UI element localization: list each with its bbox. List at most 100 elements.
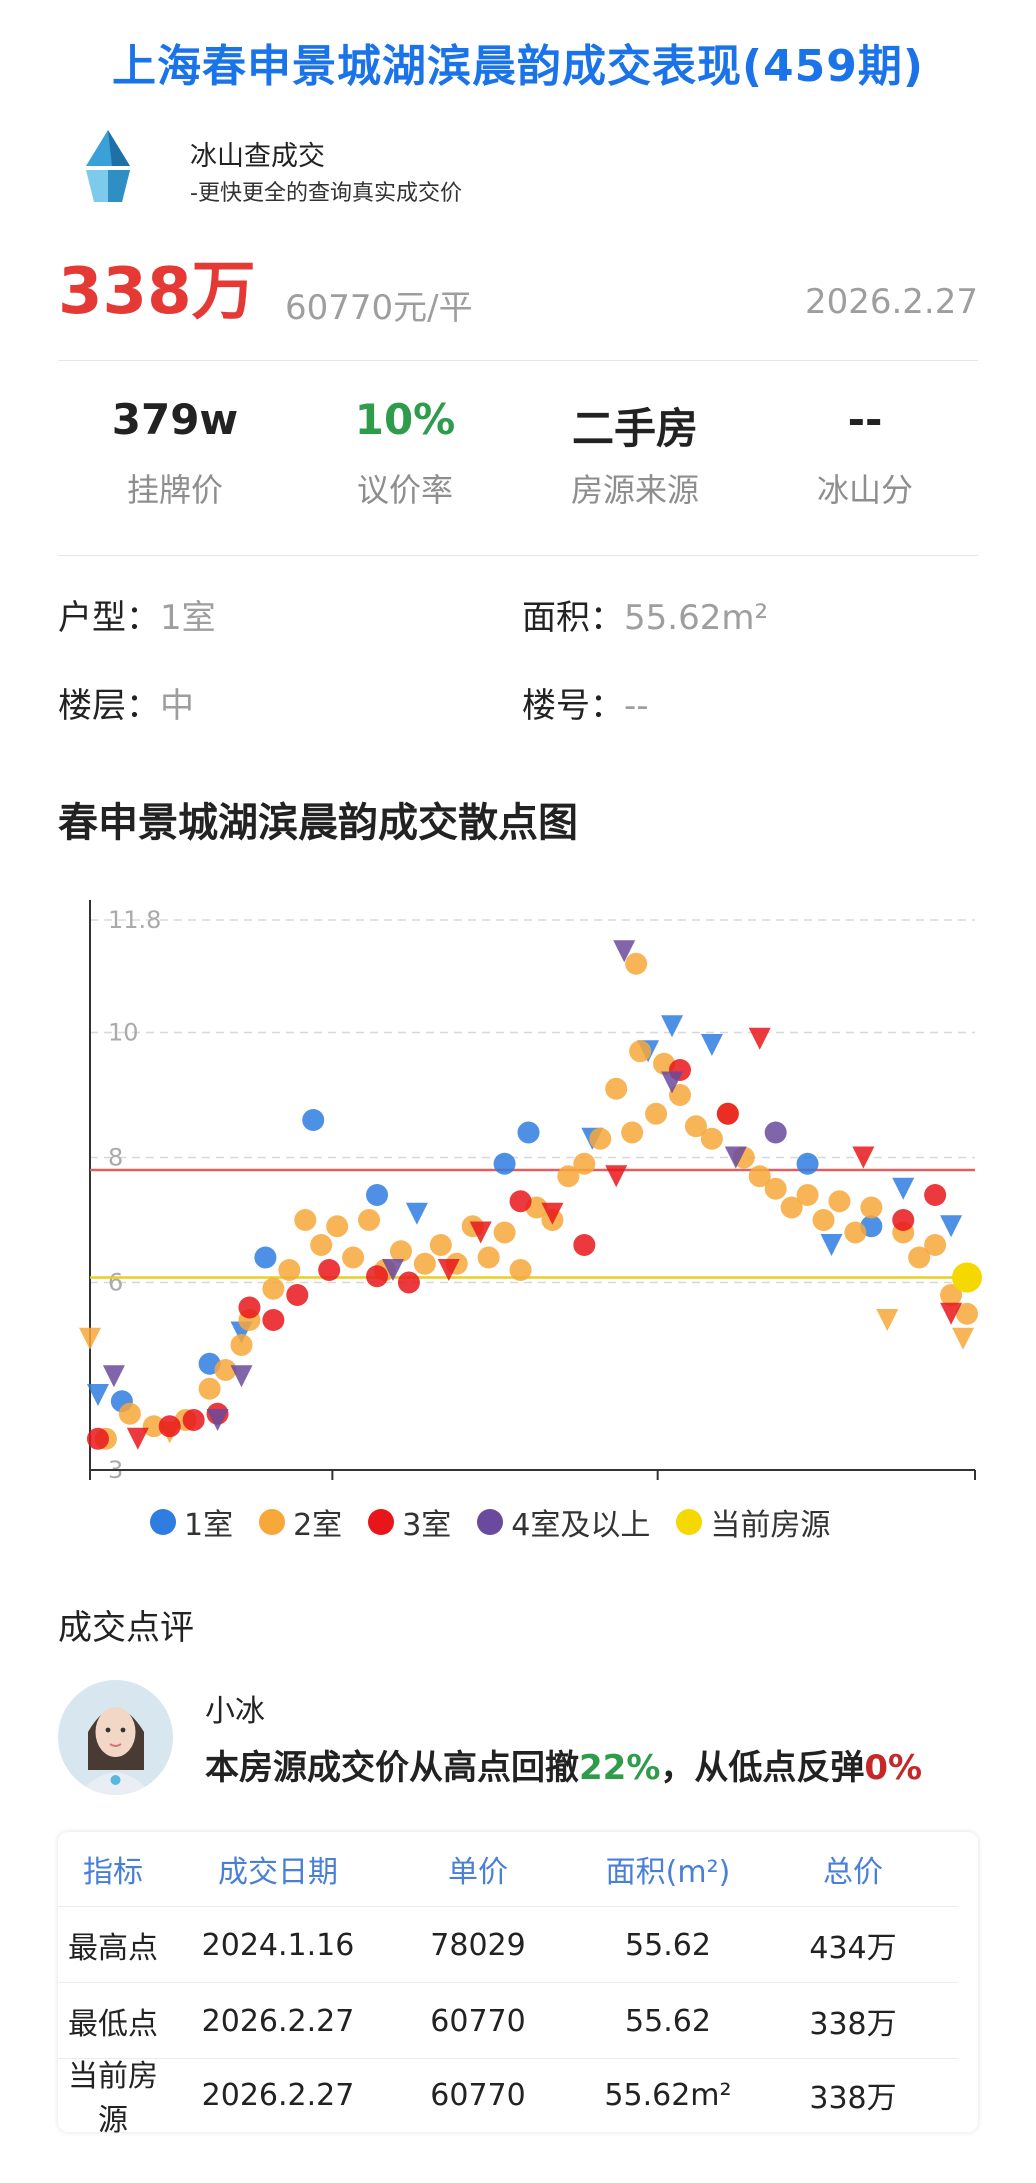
data-point <box>828 1190 851 1213</box>
legend-dot-icon <box>150 1509 176 1535</box>
data-point <box>892 1209 915 1231</box>
stat-label: 挂牌价 <box>126 471 223 509</box>
table-cell: 60770 <box>430 2077 526 2113</box>
data-point <box>613 940 636 963</box>
legend-dot-icon <box>676 1509 703 1535</box>
table-header-cell: 指标 <box>83 1855 143 1890</box>
data-point <box>952 1327 975 1350</box>
data-point <box>605 1165 628 1188</box>
scatter-chart: 11.81086315-01-112018-01-162022-02-12202… <box>79 900 983 1484</box>
data-point <box>429 1234 452 1256</box>
legend-dot-icon <box>368 1509 395 1535</box>
data-point <box>940 1302 963 1325</box>
data-point <box>940 1284 963 1306</box>
data-point <box>952 1262 983 1293</box>
unit-price: 60770元/平 <box>285 288 473 328</box>
data-point <box>860 1196 883 1219</box>
data-point <box>796 1184 819 1206</box>
row-divider <box>58 1906 958 1907</box>
data-point <box>621 1121 644 1144</box>
legend-dot-icon <box>259 1509 286 1535</box>
data-point <box>541 1202 564 1225</box>
data-point <box>198 1377 221 1400</box>
data-point <box>820 1234 843 1256</box>
chart-legend: 1室 2室 3室 4室及以上 当前房源 <box>150 1500 830 1544</box>
legend-item[interactable]: 2室 <box>259 1500 342 1544</box>
floor-info: 楼层：中 <box>58 678 194 727</box>
data-point <box>724 1146 747 1169</box>
data-point <box>509 1259 532 1281</box>
table-header-cell: 单价 <box>448 1855 508 1890</box>
legend-item[interactable]: 4室及以上 <box>477 1500 650 1544</box>
brand-name: 冰山查成交 <box>190 141 325 172</box>
table-cell: 338万 <box>809 2007 897 2042</box>
data-point <box>700 1034 723 1056</box>
data-point <box>589 1127 612 1150</box>
stat-bargain-rate: 10% 议价率 <box>290 395 520 511</box>
building-info: 楼号：-- <box>522 678 649 727</box>
data-point <box>389 1240 412 1263</box>
data-point <box>645 1102 668 1125</box>
data-point <box>366 1265 389 1288</box>
y-tick-label: 11.8 <box>108 906 161 934</box>
table-cell: 55.62 <box>625 1927 711 1963</box>
row-divider <box>58 1982 958 1983</box>
table-cell: 55.62m² <box>604 2077 732 2113</box>
data-point <box>573 1234 596 1256</box>
data-point <box>214 1359 237 1381</box>
data-point <box>102 1365 125 1388</box>
data-point <box>79 1327 101 1350</box>
legend-item[interactable]: 3室 <box>368 1500 451 1544</box>
data-point <box>924 1184 947 1206</box>
table-row: 当前房源 2026.2.27 60770 55.62m² 338万 <box>58 2058 958 2138</box>
y-tick-label: 8 <box>108 1144 123 1172</box>
data-point <box>302 1109 325 1131</box>
data-point <box>700 1127 723 1150</box>
chart-title: 春申景城湖滨晨韵成交散点图 <box>58 800 578 846</box>
floor-label: 楼层： <box>58 686 160 726</box>
data-point <box>629 1040 652 1063</box>
stat-iceberg-score: -- 冰山分 <box>750 395 980 511</box>
drop-percent: 22% <box>579 1748 661 1788</box>
data-point <box>294 1209 317 1231</box>
table-header-cell: 面积(m²) <box>605 1855 731 1890</box>
area-label: 面积： <box>522 598 624 638</box>
data-point <box>206 1409 229 1431</box>
data-point <box>158 1415 181 1438</box>
data-point <box>397 1271 420 1294</box>
table-cell: 2026.2.27 <box>201 2077 355 2113</box>
table-cell: 2024.1.16 <box>201 1927 355 1963</box>
table-cell: 最高点 <box>68 1931 158 1966</box>
brand-slogan: -更快更全的查询真实成交价 <box>190 181 462 206</box>
data-point <box>812 1209 835 1231</box>
data-point <box>892 1177 915 1200</box>
data-point <box>477 1246 500 1269</box>
data-point <box>342 1246 365 1269</box>
review-comment: 本房源成交价从高点回撤22%，从低点反弹0% <box>205 1740 922 1789</box>
stats-table: 指标 成交日期 单价 面积(m²) 总价 最高点 2024.1.16 78029… <box>58 1832 978 2138</box>
iceberg-logo-icon <box>72 126 144 208</box>
building-value: -- <box>624 686 649 726</box>
data-point <box>381 1259 404 1281</box>
data-point <box>413 1252 436 1275</box>
data-point <box>796 1152 819 1175</box>
data-point <box>748 1165 771 1188</box>
reviewer-avatar <box>58 1680 173 1795</box>
data-point <box>366 1184 389 1206</box>
legend-label: 2室 <box>293 1508 343 1543</box>
data-point <box>118 1402 141 1425</box>
data-point <box>661 1015 684 1038</box>
data-point <box>625 952 648 975</box>
table-header-cell: 总价 <box>823 1855 883 1890</box>
legend-item[interactable]: 当前房源 <box>676 1500 830 1544</box>
stat-value: 10% <box>354 395 456 444</box>
stat-source: 二手房 房源来源 <box>520 395 750 511</box>
data-point <box>605 1077 628 1100</box>
legend-dot-icon <box>477 1509 504 1535</box>
table-cell: 当前房源 <box>68 2059 158 2138</box>
data-point <box>517 1121 540 1144</box>
building-label: 楼号： <box>522 686 624 726</box>
legend-item[interactable]: 1室 <box>150 1500 233 1544</box>
stat-label: 房源来源 <box>570 471 699 509</box>
data-point <box>405 1202 428 1225</box>
